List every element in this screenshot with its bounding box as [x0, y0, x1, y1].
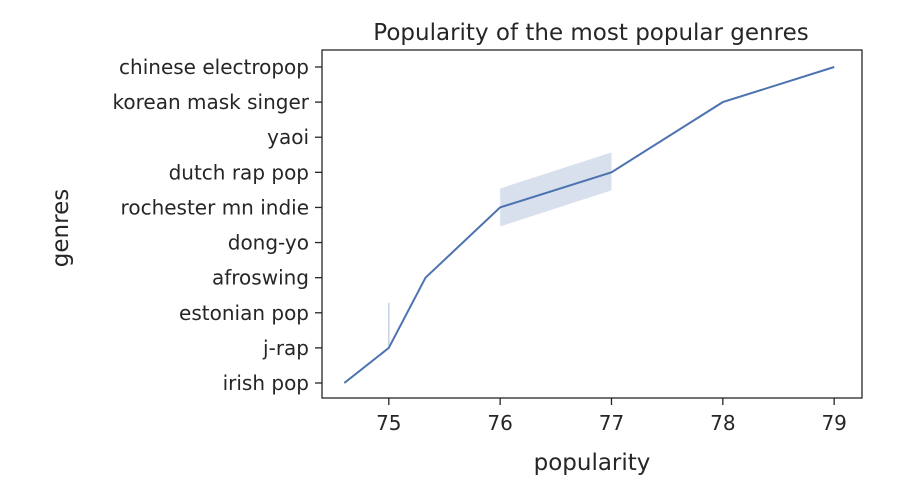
x-tick-label: 79 [821, 411, 846, 435]
series-line [343, 66, 835, 384]
y-tick-label: chinese electropop [119, 55, 309, 79]
y-tick-label: rochester mn indie [121, 195, 309, 219]
plot-frame [321, 49, 863, 399]
x-tick-label: 78 [710, 411, 735, 435]
x-tick-label: 75 [376, 411, 401, 435]
y-axis: irish pop j-rap estonian pop afroswing dong-… [113, 55, 322, 395]
y-tick-label: j-rap [262, 336, 309, 360]
y-tick-label: korean mask singer [113, 90, 310, 114]
x-tick-label: 76 [487, 411, 512, 435]
y-tick-label: afroswing [212, 266, 309, 290]
y-tick-label: dong-yo [228, 231, 309, 255]
chart-title: Popularity of the most popular genres [373, 20, 808, 46]
x-axis-label: popularity [534, 450, 651, 476]
x-tick-label: 77 [599, 411, 624, 435]
y-tick-label: dutch rap pop [169, 160, 309, 184]
y-axis-label: genres [48, 189, 74, 267]
x-axis: 75 76 77 78 79 [376, 398, 847, 435]
confidence-bands [388, 152, 612, 346]
y-tick-label: yaoi [267, 125, 309, 149]
y-tick-label: estonian pop [179, 301, 309, 325]
y-tick-label: irish pop [223, 371, 309, 395]
